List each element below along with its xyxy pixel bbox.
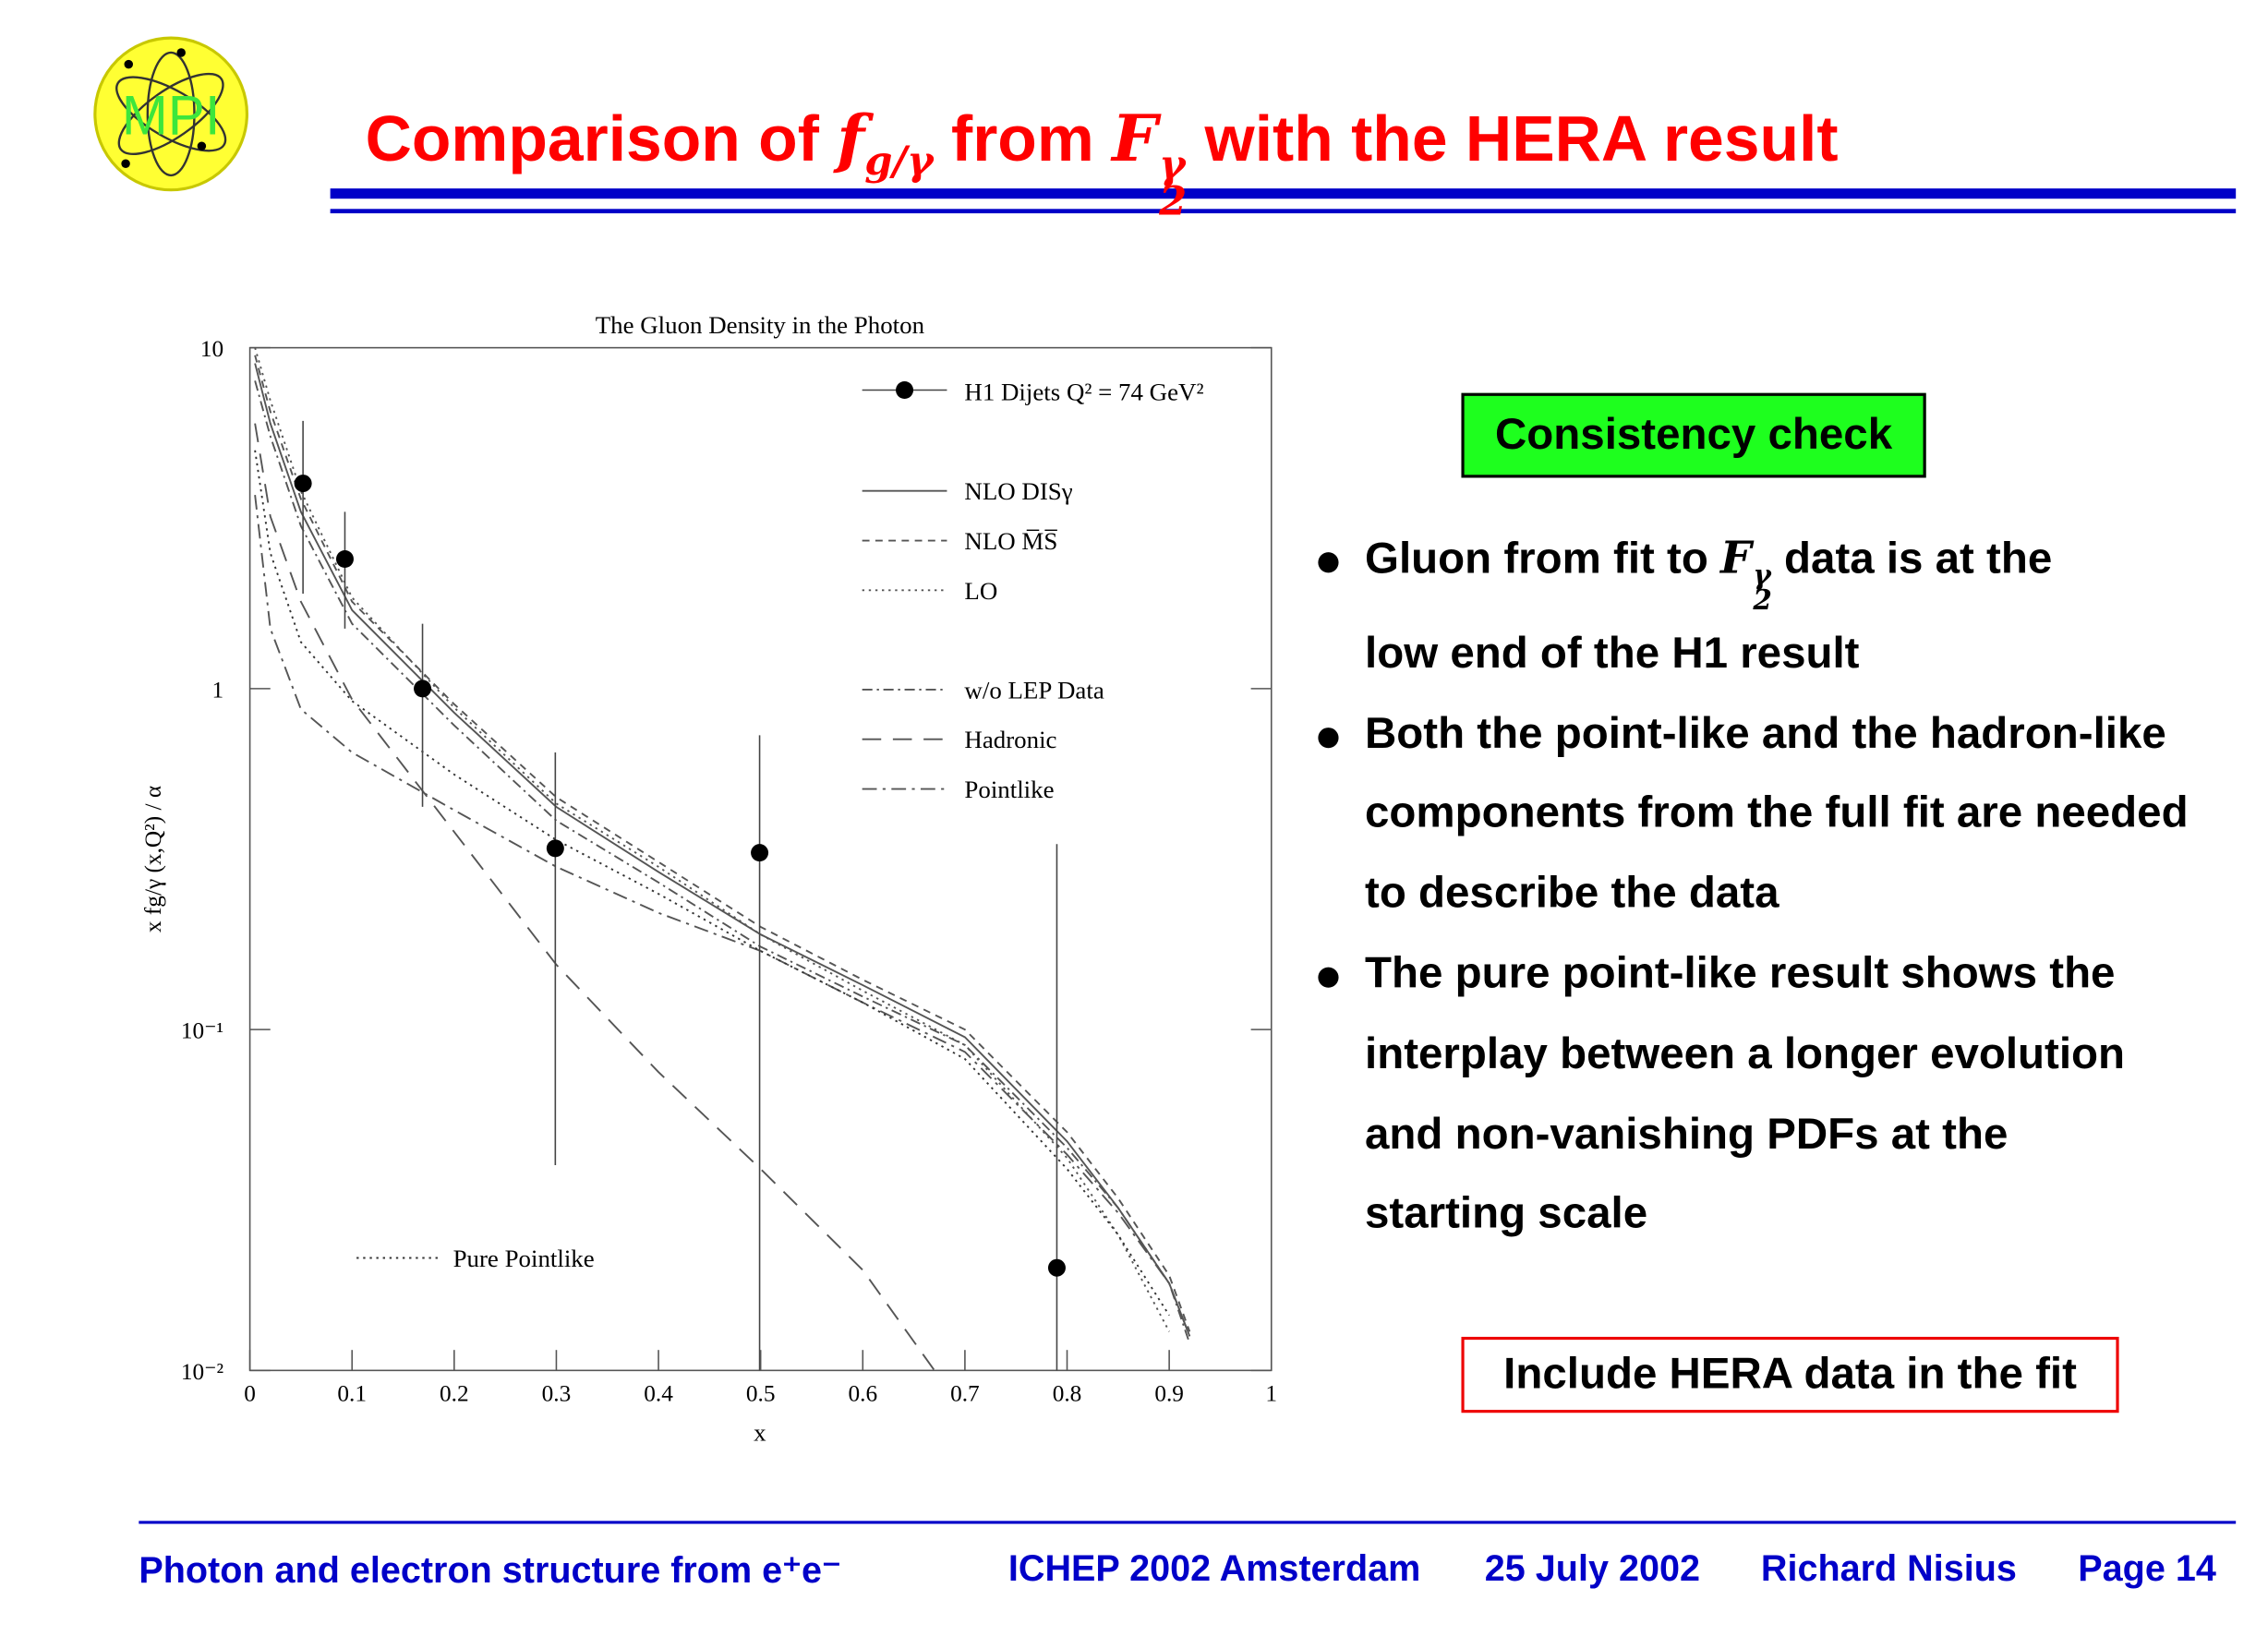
y-axis-label: x fg/γ (x,Q²) / α [140, 786, 166, 932]
footer-talk: Photon and electron structure from e⁺e⁻ [139, 1550, 841, 1592]
legend-label: Pointlike [964, 776, 1054, 803]
plot-area [254, 347, 1191, 1371]
bullet-line: starting scale [1315, 1175, 2188, 1256]
data-point [294, 475, 312, 493]
bullet-line: to describe the data [1315, 855, 2188, 935]
x-tick-label: 0.1 [337, 1381, 367, 1407]
bullet-text: and non-vanishing PDFs at the [1365, 1110, 2009, 1159]
callout-box: Consistency check [1461, 392, 1926, 478]
data-point [546, 839, 564, 858]
x-tick-label: 0.3 [542, 1381, 572, 1407]
y-tick-label: 1 [211, 677, 223, 703]
x-tick-label: 0.2 [440, 1381, 469, 1407]
legend-label: NLO M̅S̅ [964, 527, 1057, 555]
x-tick-label: 0.4 [644, 1381, 673, 1407]
legend-label: LO [964, 577, 997, 605]
x-tick-label: 0 [244, 1381, 256, 1407]
x-tick-label: 0.9 [1154, 1381, 1184, 1407]
curve [254, 347, 1170, 1332]
bullet: The pure point-like result shows the [1315, 935, 2188, 1016]
bullet-line: low end of the H1 result [1365, 629, 1860, 678]
bullet-text: data is at the [1784, 535, 2053, 583]
footer-page: Page 14 [2078, 1548, 2216, 1590]
bullet-text: components from the full fit are needed [1365, 789, 2189, 838]
y-tick-label: 10⁻² [181, 1359, 223, 1385]
legend-label: Hadronic [964, 726, 1056, 753]
math-symbol: f [837, 102, 865, 177]
data-point [751, 844, 769, 862]
curve [254, 355, 1191, 1332]
data-point [335, 549, 354, 568]
chart-title: The Gluon Density in the Photon [596, 311, 925, 339]
math-symbol: F [1720, 533, 1752, 584]
legend-label: Pure Pointlike [453, 1245, 595, 1272]
bullet-line: interplay between a longer evolution [1315, 1016, 2188, 1096]
math-symbol: F [1112, 102, 1158, 177]
curve [254, 495, 1191, 1337]
data-point [1047, 1258, 1066, 1277]
curve [254, 380, 1191, 1344]
x-tick-label: 1 [1265, 1381, 1277, 1407]
bullet-line: components from the full fit are needed [1315, 775, 2189, 855]
y-tick-label: 10 [200, 336, 223, 362]
y-tick-label: 10⁻¹ [181, 1018, 223, 1044]
curve [254, 363, 1191, 1337]
curve [254, 450, 1170, 1317]
math-subscript: 2 [1753, 585, 1772, 617]
callout-box: Include HERA data in the fit [1461, 1336, 2119, 1413]
bullet-text: to describe the data [1365, 869, 1779, 919]
bullet-text: Gluon from fit to [1365, 535, 1708, 583]
x-tick-label: 0.6 [848, 1381, 877, 1407]
chart: The Gluon Density in the Photon x x fg/γ… [140, 311, 1277, 1447]
footer-date: 25 July 2002 [1484, 1548, 1700, 1590]
footer-rule [139, 1521, 2237, 1524]
x-tick-label: 0.7 [950, 1381, 980, 1407]
bullet-text: Both the point-like and the hadron-like [1365, 709, 2166, 758]
title-math: fg/γ [837, 102, 933, 185]
bullet-text: interplay between a longer evolution [1365, 1029, 2126, 1078]
header-rule [330, 209, 2237, 214]
math-subscript: 2 [1159, 177, 1188, 225]
data-point [414, 680, 432, 698]
math-subscript: g/γ [864, 138, 934, 186]
logo-text: MPI [122, 85, 221, 147]
x-axis-label: x [754, 1418, 766, 1446]
x-tick-label: 0.8 [1053, 1381, 1082, 1407]
bullet-text: The pure point-like result shows the [1365, 949, 2116, 998]
legend-label: NLO DISγ [964, 477, 1072, 505]
bullet-line: and non-vanishing PDFs at the [1315, 1095, 2188, 1175]
title-text: Comparison of [365, 103, 819, 175]
math-superscript: γ [1753, 561, 1771, 593]
logo: MPI [93, 36, 249, 192]
bullet-text: starting scale [1365, 1189, 1648, 1238]
math-superscript: γ [1159, 141, 1186, 189]
bullet: Both the point-like and the hadron-like [1315, 695, 2188, 776]
x-tick-label: 0.5 [746, 1381, 776, 1407]
curve [254, 423, 936, 1371]
legend-marker [896, 381, 914, 400]
title-text: with the HERA result [1204, 103, 1839, 175]
legend-label: H1 Dijets Q² = 74 GeV² [964, 379, 1203, 406]
footer-conference: ICHEP 2002 Amsterdam [1007, 1548, 1421, 1590]
header-rule [330, 188, 2237, 199]
legend-label: w/o LEP Data [964, 676, 1104, 704]
footer-author: Richard Nisius [1760, 1548, 2017, 1590]
title-text: from [951, 103, 1094, 175]
